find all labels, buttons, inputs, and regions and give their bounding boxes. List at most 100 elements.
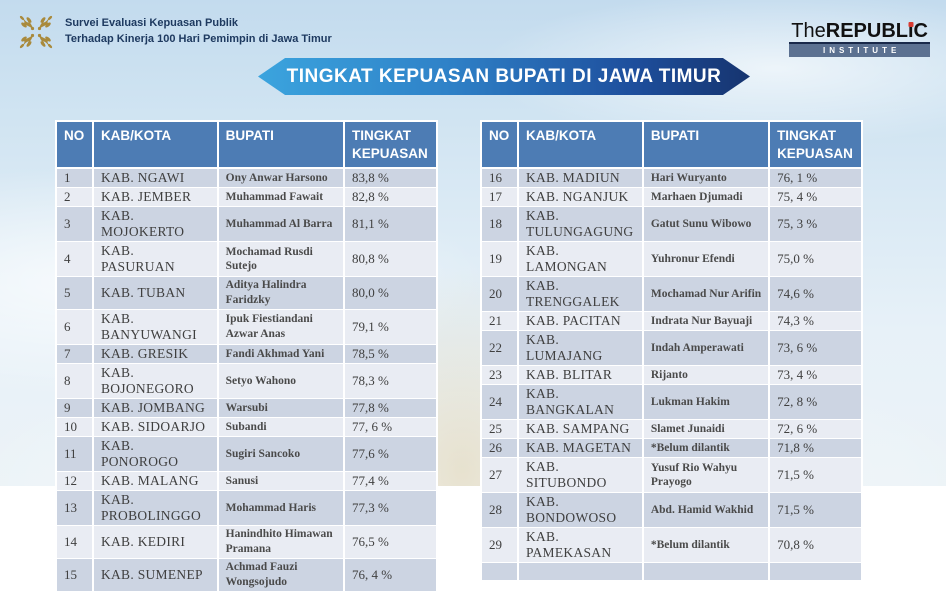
table-row: 18 KAB. TULUNGAGUNG Gatut Sunu Wibowo 75, 3… [480, 206, 863, 243]
cell-bupati: Marhaen Djumadi [641, 187, 771, 208]
cell-kab: KAB. TUBAN [91, 276, 219, 311]
cell-no: 15 [55, 558, 94, 592]
cell-kab: KAB. JOMBANG [91, 398, 219, 419]
cell-no [480, 562, 519, 582]
cell-bupati: Indrata Nur Bayuaji [641, 311, 771, 332]
cell-tingkat: 73, 6 % [768, 330, 863, 367]
cell-bupati: Sugiri Sancoko [216, 436, 346, 473]
table-row: 25 KAB. SAMPANG Slamet Junaidi 72, 6 % [480, 419, 863, 440]
republic-institute-wordmark: TheREPUBLiC [789, 20, 930, 44]
cell-kab: KAB. BLITAR [516, 365, 644, 386]
cell-bupati: Mochamad Rusdi Sutejo [216, 241, 346, 278]
cell-tingkat: 75,0 % [768, 241, 863, 278]
cell-no: 1 [55, 167, 94, 189]
table-row: 8 KAB. BOJONEGORO Setyo Wahono 78,3 % [55, 363, 438, 400]
cell-no: 14 [55, 525, 94, 560]
cell-kab: KAB. PACITAN [516, 311, 644, 332]
cell-bupati: Yuhronur Efendi [641, 241, 771, 278]
table-row: 5 KAB. TUBAN Aditya Halindra Faridzky 80,0 … [55, 276, 438, 311]
cell-bupati: Aditya Halindra Faridzky [216, 276, 346, 311]
table-row: 15 KAB. SUMENEP Achmad Fauzi Wongsojudo 76,… [55, 558, 438, 592]
cell-no: 21 [480, 311, 519, 332]
cell-kab: KAB. PAMEKASAN [516, 527, 644, 564]
page-title: TINGKAT KEPUASAN BUPATI DI JAWA TIMUR [286, 65, 722, 87]
cell-tingkat: 78,3 % [343, 363, 438, 400]
cell-tingkat: 80,8 % [343, 241, 438, 278]
institute-bar: INSTITUTE [789, 44, 930, 57]
table-row: 23 KAB. BLITAR Rijanto 73, 4 % [480, 365, 863, 386]
cell-tingkat: 73, 4 % [768, 365, 863, 386]
cell-tingkat: 77,4 % [343, 471, 438, 492]
cell-no: 20 [480, 276, 519, 313]
cell-kab: KAB. SITUBONDO [516, 457, 644, 494]
col-header-bupati: BUPATI [216, 119, 346, 170]
survey-identity: Survei Evaluasi Kepuasan Publik Terhadap… [16, 12, 332, 52]
republic-institute-logo: TheREPUBLiC INSTITUTE [789, 20, 930, 57]
cell-bupati: Muhammad Al Barra [216, 206, 346, 243]
col-header-no: NO [480, 119, 519, 170]
table-row: 24 KAB. BANGKALAN Lukman Hakim 72, 8 % [480, 384, 863, 421]
cell-no: 8 [55, 363, 94, 400]
cell-bupati: Sanusi [216, 471, 346, 492]
cell-kab: KAB. BONDOWOSO [516, 492, 644, 529]
gold-ornament-icon [19, 15, 53, 49]
cell-bupati: Abd. Hamid Wakhid [641, 492, 771, 529]
cell-tingkat: 70,8 % [768, 527, 863, 564]
cell-bupati: Hanindhito Himawan Pramana [216, 525, 346, 560]
cell-tingkat: 77,6 % [343, 436, 438, 473]
cell-tingkat: 74,6 % [768, 276, 863, 313]
cell-bupati: Mochamad Nur Arifin [641, 276, 771, 313]
cell-no: 26 [480, 438, 519, 459]
cell-tingkat: 71,5 % [768, 492, 863, 529]
table-row: 28 KAB. BONDOWOSO Abd. Hamid Wakhid 71,5 % [480, 492, 863, 529]
cell-tingkat: 77,3 % [343, 490, 438, 527]
cell-bupati: Setyo Wahono [216, 363, 346, 400]
survey-title-line2: Terhadap Kinerja 100 Hari Pemimpin di Ja… [65, 33, 332, 45]
cell-kab: KAB. MAGETAN [516, 438, 644, 459]
cell-no: 13 [55, 490, 94, 527]
table-row: 22 KAB. LUMAJANG Indah Amperawati 73, 6 % [480, 330, 863, 367]
cell-kab: KAB. SAMPANG [516, 419, 644, 440]
cell-no: 23 [480, 365, 519, 386]
table-row: 11 KAB. PONOROGO Sugiri Sancoko 77,6 % [55, 436, 438, 473]
cell-bupati: Fandi Akhmad Yani [216, 344, 346, 365]
cell-kab: KAB. MALANG [91, 471, 219, 492]
cell-no: 16 [480, 167, 519, 189]
cell-no: 5 [55, 276, 94, 311]
cell-no: 28 [480, 492, 519, 529]
table-row: 19 KAB. LAMONGAN Yuhronur Efendi 75,0 % [480, 241, 863, 278]
col-header-bupati: BUPATI [641, 119, 771, 170]
col-header-kab: KAB/KOTA [91, 119, 219, 170]
cell-kab: KAB. BOJONEGORO [91, 363, 219, 400]
cell-tingkat: 75, 3 % [768, 206, 863, 243]
cell-no: 4 [55, 241, 94, 278]
cell-tingkat: 71,8 % [768, 438, 863, 459]
cell-kab: KAB. MOJOKERTO [91, 206, 219, 243]
cell-kab [516, 562, 644, 582]
cell-kab: KAB. MADIUN [516, 167, 644, 189]
cell-no: 25 [480, 419, 519, 440]
table-row: 3 KAB. MOJOKERTO Muhammad Al Barra 81,1 % [55, 206, 438, 243]
cell-kab: KAB. NGANJUK [516, 187, 644, 208]
cell-kab: KAB. TULUNGAGUNG [516, 206, 644, 243]
table-row: 27 KAB. SITUBONDO Yusuf Rio Wahyu Prayogo 7… [480, 457, 863, 494]
cell-kab: KAB. PROBOLINGGO [91, 490, 219, 527]
logo-c: C [913, 20, 928, 42]
table-row: 7 KAB. GRESIK Fandi Akhmad Yani 78,5 % [55, 344, 438, 365]
table-row: 6 KAB. BANYUWANGI Ipuk Fiestiandani Azwar … [55, 309, 438, 346]
cell-tingkat: 77, 6 % [343, 417, 438, 438]
cell-tingkat: 72, 6 % [768, 419, 863, 440]
survey-title: Survei Evaluasi Kepuasan Publik Terhadap… [65, 16, 332, 48]
table-row: 13 KAB. PROBOLINGGO Mohammad Haris 77,3 % [55, 490, 438, 527]
table-row: 21 KAB. PACITAN Indrata Nur Bayuaji 74,3 % [480, 311, 863, 332]
cell-kab: KAB. JEMBER [91, 187, 219, 208]
cell-no: 2 [55, 187, 94, 208]
cell-no: 12 [55, 471, 94, 492]
cell-kab: KAB. NGAWI [91, 167, 219, 189]
satisfaction-table-left: NO KAB/KOTA BUPATI TINGKAT KEPUASAN 1 KAB… [55, 119, 438, 592]
cell-tingkat: 76,5 % [343, 525, 438, 560]
logo-the: The [791, 20, 826, 42]
table-row: 20 KAB. TRENGGALEK Mochamad Nur Arifin 74,6… [480, 276, 863, 313]
cell-no: 19 [480, 241, 519, 278]
cell-tingkat: 71,5 % [768, 457, 863, 494]
